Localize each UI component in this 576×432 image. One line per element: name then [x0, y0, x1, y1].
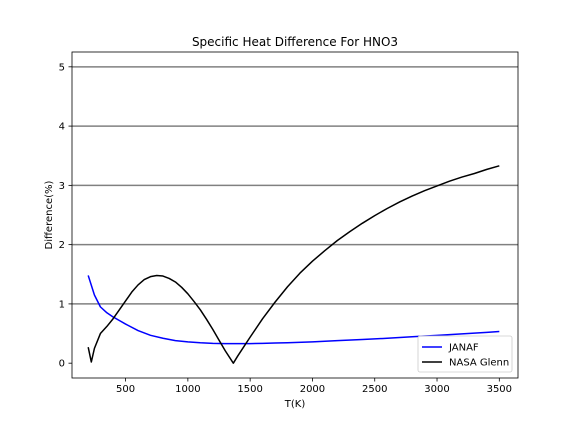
y-tick-label-3: 3: [59, 181, 65, 192]
series-line-nasa-glenn: [87, 165, 500, 364]
plot-frame: [71, 51, 519, 379]
y-tick-label-4: 4: [59, 122, 65, 133]
x-axis-label: T(K): [284, 399, 306, 410]
x-tick-label-3000: 3000: [424, 384, 449, 395]
y-tick-label-2: 2: [59, 240, 65, 251]
y-axis-label: Difference(%): [44, 180, 55, 249]
x-tick-label-500: 500: [116, 384, 135, 395]
y-tick-label-0: 0: [59, 359, 65, 370]
x-tick-label-2000: 2000: [300, 384, 325, 395]
x-tick-label-1000: 1000: [175, 384, 200, 395]
legend-box: [417, 335, 513, 373]
series-line-janaf: [87, 275, 500, 345]
x-tick-label-1500: 1500: [237, 384, 262, 395]
grid-layer: [72, 66, 518, 305]
y-tick-label-5: 5: [59, 62, 65, 73]
chart-title: Specific Heat Difference For HNO3: [192, 35, 398, 49]
x-tick-label-3500: 3500: [487, 384, 512, 395]
series-layer: [87, 165, 500, 364]
legend-label-janaf: JANAF: [448, 343, 479, 354]
legend-label-nasa-glenn: NASA Glenn: [449, 358, 509, 369]
x-tick-label-2500: 2500: [362, 384, 387, 395]
y-tick-label-1: 1: [59, 299, 65, 310]
legend: JANAF NASA Glenn: [417, 335, 513, 373]
tick-layer: 500 1000 1500 2000 2500 3000 3500 0 1 2 3 4 5: [59, 62, 512, 395]
